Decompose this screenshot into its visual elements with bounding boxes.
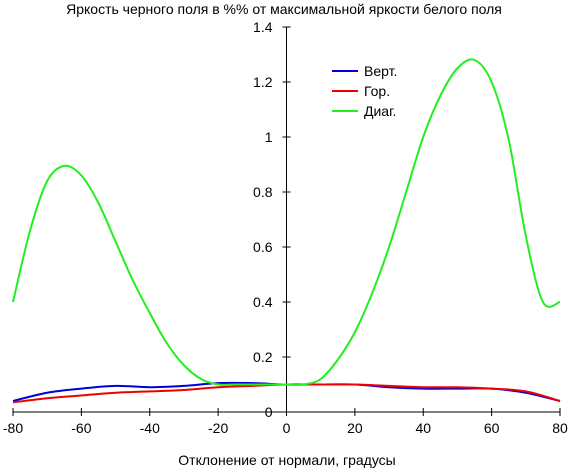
x-tick-label: -40 (140, 420, 160, 436)
series-layer (12, 58, 561, 404)
y-tick-label: 0 (265, 404, 273, 420)
y-tick-label: 0.8 (253, 184, 273, 200)
x-tick-label: 40 (415, 420, 431, 436)
x-tick-label: 20 (347, 420, 363, 436)
x-tick-label: 80 (552, 420, 568, 436)
x-axis-label: Отклонение от нормали, градусы (178, 452, 395, 468)
legend-label-hor: Гор. (364, 83, 390, 99)
legend-label-vert: Верт. (364, 63, 397, 79)
x-tick-label: 0 (283, 420, 291, 436)
y-tick-label: 1.2 (253, 74, 273, 90)
x-tick-label: -60 (71, 420, 91, 436)
x-tick-label: -80 (3, 420, 23, 436)
y-tick-label: 0.4 (253, 294, 273, 310)
x-tick-label: 60 (484, 420, 500, 436)
chart-title: Яркость черного поля в %% от максимально… (66, 1, 502, 17)
axes: -80 -60 -40 -20 0 20 40 60 80 0 0.2 0.4 0.6 0.8 1 1.2 1.… (3, 19, 568, 436)
y-tick-label: 0.2 (253, 349, 273, 365)
legend: Верт. Гор. Диаг. (332, 63, 397, 119)
y-tick-label: 1 (265, 129, 273, 145)
y-tick-label: 0.6 (253, 239, 273, 255)
x-tick-label: -20 (208, 420, 228, 436)
legend-label-diag: Диаг. (364, 103, 396, 119)
series-line-diag (12, 58, 561, 386)
y-tick-label: 1.4 (253, 19, 273, 35)
